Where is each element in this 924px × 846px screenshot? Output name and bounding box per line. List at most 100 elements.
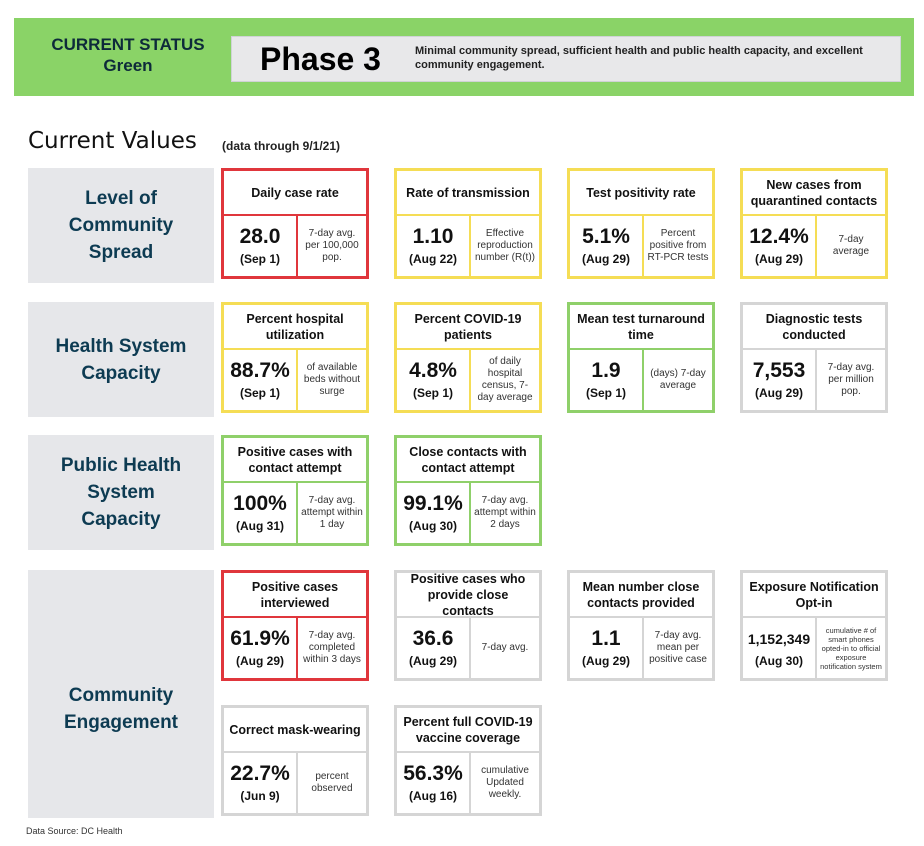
card-note: (days) 7-day average	[650, 368, 706, 391]
card-mask-wearing: Correct mask-wearing 22.7% (Jun 9) percen…	[221, 705, 369, 816]
card-note: of available beds without surge	[303, 362, 361, 397]
row-label-community-spread: Level of Community Spread	[28, 168, 214, 283]
card-mean-close-contacts: Mean number close contacts provided 1.1 (…	[567, 570, 715, 681]
card-value: 4.8%	[409, 359, 457, 382]
card-value: 7,553	[752, 359, 806, 382]
card-value: 1.1	[591, 627, 621, 650]
row-label-line: Level of	[85, 188, 157, 209]
card-positive-contact-attempt: Positive cases with contact attempt 100%…	[221, 435, 369, 546]
card-value: 99.1%	[403, 492, 463, 515]
card-title: Rate of transmission	[397, 171, 539, 216]
card-daily-case-rate: Daily case rate 28.0 (Sep 1) 7-day avg. p…	[221, 168, 369, 279]
row-label-line: Engagement	[63, 712, 179, 733]
card-date: (Aug 30)	[755, 654, 803, 668]
card-note: 7-day avg. mean per positive case	[649, 630, 707, 665]
card-date: (Aug 22)	[409, 252, 457, 266]
card-note: 7-day avg.	[481, 642, 529, 653]
card-cases-interviewed: Positive cases interviewed 61.9% (Aug 29)…	[221, 570, 369, 681]
card-value: 61.9%	[230, 627, 290, 650]
card-exposure-notification: Exposure Notification Opt-in 1,152,349 (A…	[740, 570, 888, 681]
card-date: (Aug 29)	[755, 252, 803, 266]
card-covid-patients: Percent COVID-19 patients 4.8% (Sep 1) of…	[394, 302, 542, 413]
card-title: Daily case rate	[224, 171, 366, 216]
row-label-line: System	[87, 482, 155, 503]
card-value: 1.10	[412, 225, 454, 248]
card-test-positivity: Test positivity rate 5.1% (Aug 29) Percen…	[567, 168, 715, 279]
row-label-health-system: Health System Capacity	[28, 302, 214, 417]
row-label-line: Spread	[88, 242, 154, 263]
data-source: Data Source: DC Health	[26, 826, 123, 836]
row-label-line: Capacity	[81, 362, 161, 384]
phase-title: Phase 3	[260, 41, 381, 77]
card-value: 100%	[233, 492, 287, 515]
card-date: (Jun 9)	[240, 789, 280, 803]
card-quarantined-contacts: New cases from quarantined contacts 12.4…	[740, 168, 888, 279]
card-value: 12.4%	[749, 225, 809, 248]
card-note: percent observed	[311, 771, 353, 794]
current-status-heading: CURRENT STATUS	[51, 35, 205, 54]
card-hospital-utilization: Percent hospital utilization 88.7% (Sep 1…	[221, 302, 369, 413]
row-label-public-health: Public Health System Capacity	[28, 435, 214, 550]
card-value: 1.9	[591, 359, 621, 382]
card-note: cumulative Updated weekly.	[481, 765, 529, 800]
card-rate-of-transmission: Rate of transmission 1.10 (Aug 22) Effect…	[394, 168, 542, 279]
card-date: (Sep 1)	[239, 252, 280, 266]
current-status-color: Green	[103, 56, 153, 75]
card-title: Percent full COVID-19 vaccine coverage	[397, 708, 539, 753]
card-value: 5.1%	[582, 225, 630, 248]
status-banner: CURRENT STATUS Green Phase 3 Minimal com…	[14, 18, 914, 96]
card-date: (Aug 29)	[755, 386, 803, 400]
row-label-line: Public Health	[60, 455, 182, 476]
row-label-community-engagement: Community Engagement	[28, 570, 214, 818]
card-date: (Sep 1)	[239, 386, 280, 400]
card-note: 7-day avg. per million pop.	[827, 362, 875, 397]
current-status-label: CURRENT STATUS Green	[30, 34, 226, 76]
row-label-line: Capacity	[81, 509, 161, 530]
card-title: New cases from quarantined contacts	[743, 171, 885, 216]
card-title: Positive cases with contact attempt	[224, 438, 366, 483]
card-test-turnaround: Mean test turnaround time 1.9 (Sep 1) (da…	[567, 302, 715, 413]
card-cases-provide-contacts: Positive cases who provide close contact…	[394, 570, 542, 681]
card-diagnostic-tests: Diagnostic tests conducted 7,553 (Aug 29)…	[740, 302, 888, 413]
data-through-date: (data through 9/1/21)	[222, 139, 341, 153]
card-date: (Sep 1)	[412, 386, 453, 400]
card-title: Exposure Notification Opt-in	[743, 573, 885, 618]
card-date: (Aug 29)	[582, 252, 630, 266]
card-title: Mean number close contacts provided	[570, 573, 712, 618]
card-value: 36.6	[412, 627, 454, 650]
card-note: of daily hospital census, 7-day average	[477, 356, 533, 403]
card-note: 7-day avg. attempt within 1 day	[301, 495, 363, 530]
card-date: (Sep 1)	[585, 386, 626, 400]
card-value: 28.0	[239, 225, 281, 248]
card-title: Close contacts with contact attempt	[397, 438, 539, 483]
card-date: (Aug 31)	[236, 519, 284, 533]
card-title: Positive cases interviewed	[224, 573, 366, 618]
card-close-contact-attempt: Close contacts with contact attempt 99.1…	[394, 435, 542, 546]
card-title: Correct mask-wearing	[224, 708, 366, 753]
phase-description: Minimal community spread, sufficient hea…	[415, 45, 863, 71]
card-value: 56.3%	[403, 762, 463, 785]
section-title: Current Values	[28, 128, 197, 154]
row-label-line: Community	[68, 685, 174, 706]
card-value: 1,152,349	[747, 631, 811, 647]
card-vaccine-coverage: Percent full COVID-19 vaccine coverage 5…	[394, 705, 542, 816]
phase-box: Phase 3 Minimal community spread, suffic…	[231, 36, 901, 82]
card-date: (Aug 30)	[409, 519, 457, 533]
card-date: (Aug 29)	[582, 654, 630, 668]
card-date: (Aug 16)	[409, 789, 457, 803]
card-date: (Aug 29)	[409, 654, 457, 668]
card-title: Mean test turnaround time	[570, 305, 712, 350]
row-label-line: Health System	[55, 335, 187, 357]
card-note: 7-day average	[832, 234, 870, 257]
card-note: cumulative # of smart phones opted-in to…	[820, 625, 882, 671]
card-title: Percent COVID-19 patients	[397, 305, 539, 350]
row-label-line: Community	[68, 215, 174, 236]
card-note: Effective reproduction number (R(t))	[474, 228, 535, 263]
card-value: 22.7%	[230, 762, 290, 785]
card-note: 7-day avg. completed within 3 days	[303, 630, 361, 665]
card-title: Test positivity rate	[570, 171, 712, 216]
card-title: Percent hospital utilization	[224, 305, 366, 350]
card-title: Diagnostic tests conducted	[743, 305, 885, 350]
card-date: (Aug 29)	[236, 654, 284, 668]
card-note: Percent positive from RT-PCR tests	[647, 228, 709, 263]
